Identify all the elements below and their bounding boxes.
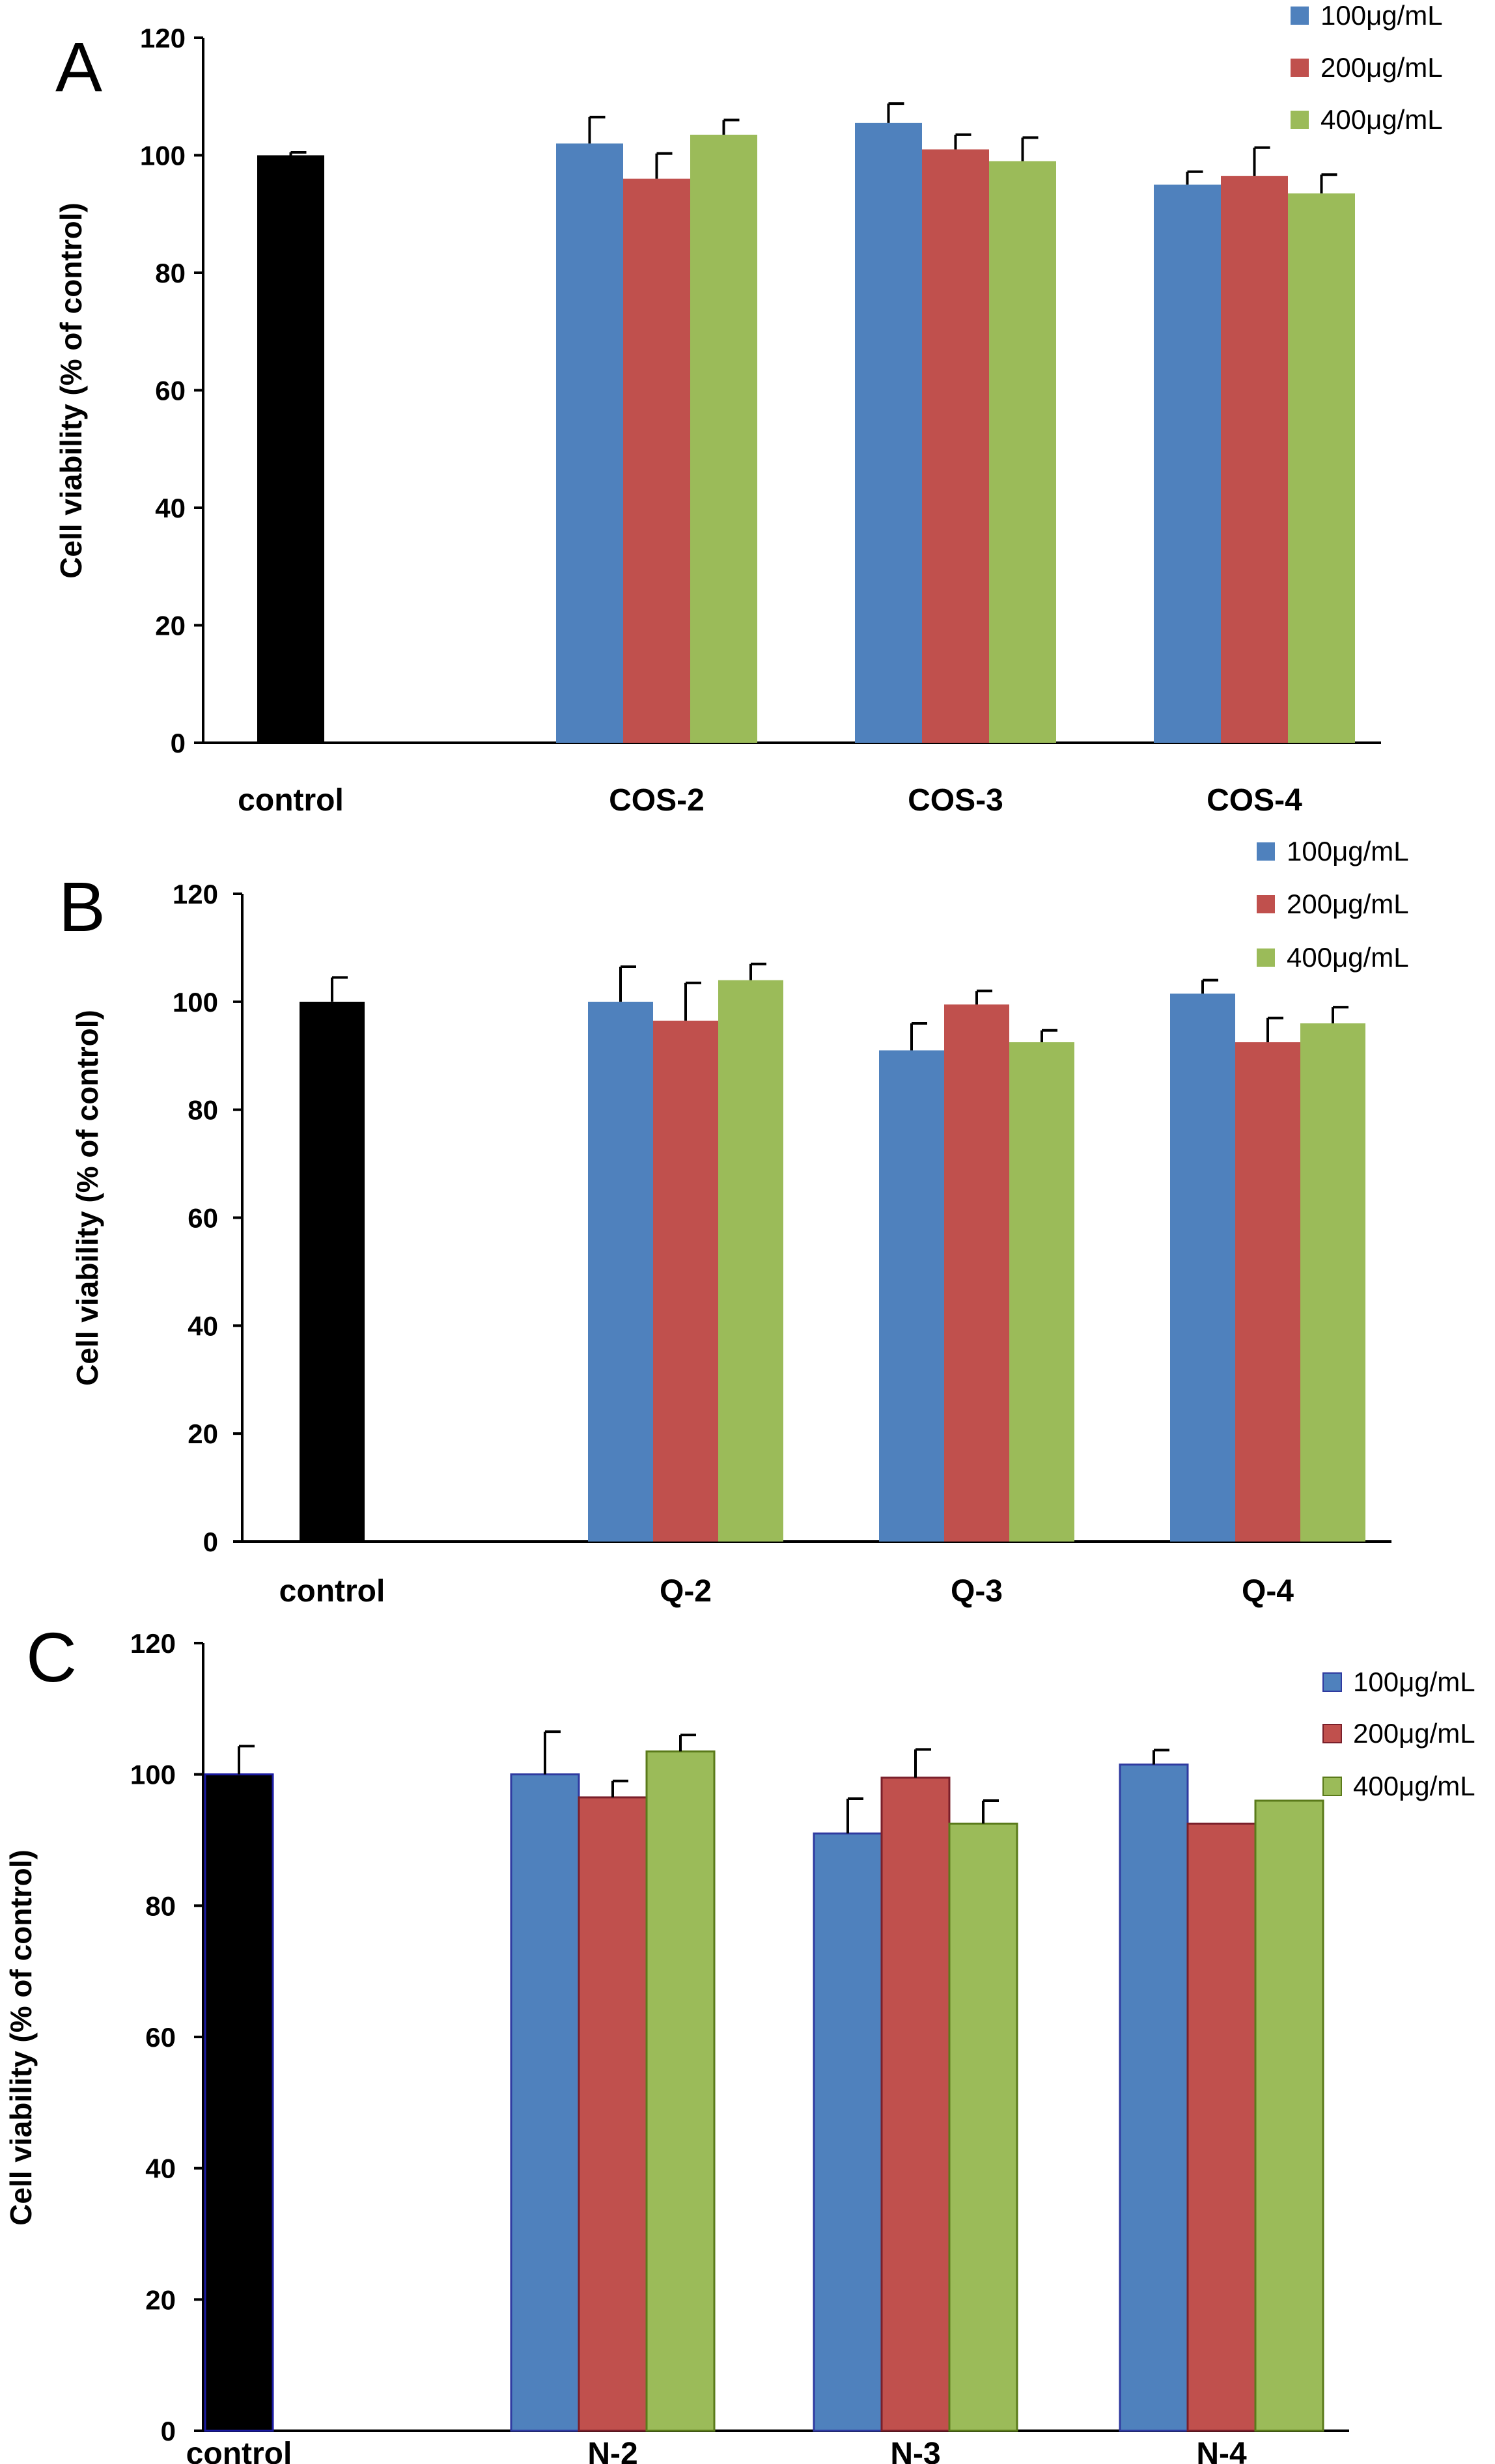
y-tick-label: 80 bbox=[155, 258, 186, 288]
bar-n-3-100-g-ml bbox=[813, 1832, 883, 2432]
y-tick-label: 0 bbox=[161, 2416, 176, 2446]
y-tick-label: 40 bbox=[188, 1310, 218, 1341]
bar-n-4-100-g-ml bbox=[1119, 1764, 1189, 2432]
legend-label-200-g-ml: 200μg/mL bbox=[1353, 1718, 1475, 1749]
y-tick-label: 20 bbox=[188, 1419, 218, 1449]
y-tick-label: 120 bbox=[140, 23, 186, 53]
y-tick-label: 100 bbox=[173, 987, 218, 1017]
y-axis-title: Cell viability (% of control) bbox=[4, 1849, 38, 2226]
category-label-n-4: N-4 bbox=[1196, 2437, 1247, 2464]
bar-q-4-400-g-ml bbox=[1300, 1023, 1365, 1542]
y-tick-label: 80 bbox=[145, 1890, 176, 1921]
legend-label-100-g-ml: 100μg/mL bbox=[1320, 0, 1443, 31]
bar-n-3-400-g-ml bbox=[948, 1822, 1018, 2432]
legend-swatch-400-g-ml bbox=[1291, 111, 1309, 129]
legend-label-200-g-ml: 200μg/mL bbox=[1320, 52, 1443, 83]
bar-cos-4-200-g-ml bbox=[1221, 176, 1288, 743]
y-tick-label: 60 bbox=[145, 2022, 176, 2053]
legend-swatch-400-g-ml bbox=[1257, 948, 1275, 967]
category-label-cos-3: COS-3 bbox=[908, 783, 1003, 818]
legend-swatch-100-g-ml bbox=[1257, 842, 1275, 861]
bar-n-3-200-g-ml bbox=[880, 1777, 951, 2432]
bar-cos-3-200-g-ml bbox=[922, 149, 989, 743]
legend-swatch-100-g-ml bbox=[1291, 7, 1309, 25]
category-label-q-4: Q-4 bbox=[1242, 1574, 1294, 1609]
bar-cos-4-400-g-ml bbox=[1288, 193, 1355, 743]
y-tick-label: 60 bbox=[155, 376, 186, 406]
legend-swatch-400-g-ml bbox=[1322, 1777, 1342, 1796]
y-tick-label: 100 bbox=[140, 141, 186, 171]
category-label-control: control bbox=[279, 1574, 385, 1609]
bar-q-2-100-g-ml bbox=[588, 1001, 653, 1542]
bar-n-4-200-g-ml bbox=[1186, 1822, 1257, 2432]
category-label-q-3: Q-3 bbox=[951, 1574, 1003, 1609]
legend-label-100-g-ml: 100μg/mL bbox=[1287, 836, 1409, 866]
category-label-control: control bbox=[238, 783, 344, 818]
category-label-q-2: Q-2 bbox=[660, 1574, 712, 1609]
y-tick-label: 100 bbox=[130, 1760, 176, 1790]
panel-letter: A bbox=[55, 27, 102, 106]
y-tick-label: 40 bbox=[155, 493, 186, 523]
bar-cos-2-100-g-ml bbox=[556, 143, 623, 743]
y-tick-label: 60 bbox=[188, 1203, 218, 1234]
panel-letter: C bbox=[26, 1618, 77, 1696]
bar-q-4-100-g-ml bbox=[1170, 993, 1235, 1542]
legend-label-100-g-ml: 100μg/mL bbox=[1353, 1667, 1475, 1697]
bar-cos-4-100-g-ml bbox=[1154, 184, 1221, 743]
legend-swatch-200-g-ml bbox=[1257, 895, 1275, 913]
bar-cos-2-400-g-ml bbox=[690, 134, 757, 743]
legend-label-400-g-ml: 400μg/mL bbox=[1353, 1771, 1475, 1801]
y-tick-label: 40 bbox=[145, 2153, 176, 2184]
y-axis-title: Cell viability (% of control) bbox=[54, 202, 88, 579]
bar-cos-2-200-g-ml bbox=[623, 178, 690, 743]
bar-n-2-400-g-ml bbox=[645, 1750, 716, 2432]
y-tick-label: 0 bbox=[171, 728, 186, 758]
legend-label-400-g-ml: 400μg/mL bbox=[1320, 104, 1443, 135]
bar-cos-3-400-g-ml bbox=[989, 161, 1056, 743]
bar-q-3-100-g-ml bbox=[879, 1050, 944, 1542]
bar-n-4-400-g-ml bbox=[1254, 1799, 1324, 2432]
category-label-cos-2: COS-2 bbox=[609, 783, 705, 818]
bar-q-3-200-g-ml bbox=[944, 1004, 1009, 1542]
panel-c: C 0 20 40 60 80 100 120 Cell viability (% of con… bbox=[4, 1618, 1475, 2464]
y-tick-label: 20 bbox=[145, 2284, 176, 2315]
legend-label-200-g-ml: 200μg/mL bbox=[1287, 889, 1409, 919]
legend-swatch-100-g-ml bbox=[1322, 1672, 1342, 1692]
y-tick-label: 0 bbox=[203, 1527, 218, 1557]
y-axis-title: Cell viability (% of control) bbox=[70, 1010, 104, 1386]
legend-label-400-g-ml: 400μg/mL bbox=[1287, 942, 1409, 973]
legend-swatch-200-g-ml bbox=[1322, 1724, 1342, 1743]
bar-cos-3-100-g-ml bbox=[855, 122, 922, 743]
y-tick-label: 20 bbox=[155, 611, 186, 641]
bar-control bbox=[204, 1773, 274, 2432]
y-tick-label: 120 bbox=[173, 879, 218, 909]
legend-swatch-200-g-ml bbox=[1291, 59, 1309, 77]
bar-q-4-200-g-ml bbox=[1235, 1042, 1300, 1542]
bar-control bbox=[300, 1001, 365, 1542]
bar-q-2-200-g-ml bbox=[653, 1020, 718, 1542]
bar-q-3-400-g-ml bbox=[1009, 1042, 1074, 1542]
category-label-n-2: N-2 bbox=[587, 2437, 637, 2464]
bar-n-2-100-g-ml bbox=[510, 1773, 580, 2432]
y-tick-label: 120 bbox=[130, 1628, 176, 1659]
category-label-control: control bbox=[186, 2437, 292, 2464]
category-label-cos-4: COS-4 bbox=[1207, 783, 1302, 818]
y-tick-label: 80 bbox=[188, 1095, 218, 1126]
bar-q-2-400-g-ml bbox=[718, 980, 783, 1542]
category-label-n-3: N-3 bbox=[890, 2437, 940, 2464]
panel-a: A 0 20 40 60 80 100 120 Cell viability (% of con… bbox=[54, 0, 1443, 818]
panel-letter: B bbox=[59, 867, 105, 946]
panel-b: B 0 20 40 60 80 100 120 Cell viability (% of con… bbox=[59, 836, 1409, 1609]
bar-control bbox=[257, 155, 324, 743]
bar-n-2-200-g-ml bbox=[578, 1796, 648, 2432]
